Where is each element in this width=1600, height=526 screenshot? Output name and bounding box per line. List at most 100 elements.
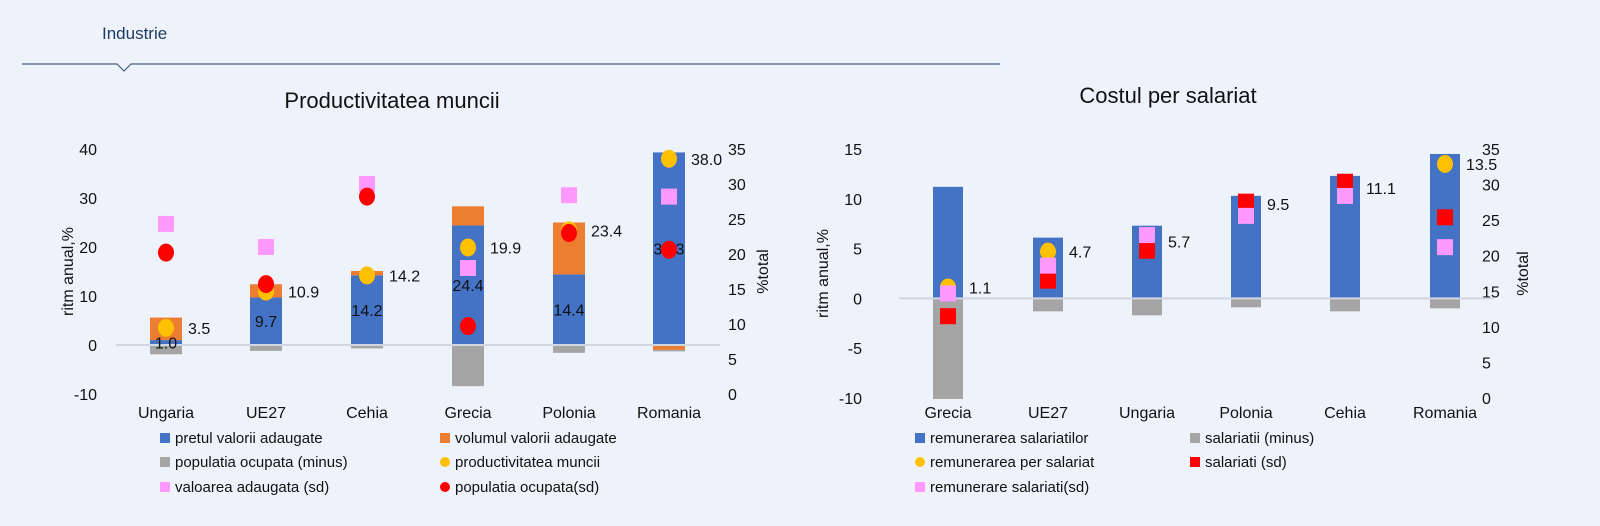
bar-populatia-ocupata-minus-	[351, 345, 383, 349]
y2-tick-label: 0	[1482, 391, 1491, 408]
point-remunerare-salariati-sd-	[1337, 187, 1353, 204]
y-tick-label: 30	[79, 191, 97, 208]
point-populatia-ocupata-sd-	[258, 275, 274, 294]
y2-tick-label: 35	[1482, 142, 1500, 159]
category-label: UE27	[1028, 405, 1068, 422]
legend-marker	[160, 433, 170, 443]
point-remunerare-salariati-sd-	[1040, 257, 1056, 274]
bar-pretul-valorii-adaugate	[250, 297, 282, 345]
legend-label: productivitatea muncii	[455, 454, 600, 471]
y2-tick-label: 15	[728, 282, 746, 299]
bar-value-label: 14.2	[351, 303, 382, 320]
bar-volumul-valorii-adaugate	[653, 345, 685, 350]
category-label: Polonia	[1219, 405, 1272, 422]
legend-item: volumul valorii adaugate	[440, 430, 617, 447]
legend-marker	[160, 457, 170, 467]
bar-volumul-valorii-adaugate	[452, 206, 484, 226]
legend-label: volumul valorii adaugate	[455, 430, 617, 447]
point-salariati-sd-	[1040, 272, 1056, 289]
y2-tick-label: 30	[728, 177, 746, 194]
legend-marker	[1190, 433, 1200, 443]
point-productivitatea-muncii	[460, 238, 476, 257]
legend-marker	[915, 457, 925, 467]
legend-marker	[915, 433, 925, 443]
y-tick-label: 0	[88, 338, 97, 355]
bar-salariatii-minus-	[1231, 298, 1261, 308]
y-axis-label: ritm anual,%	[60, 227, 77, 316]
y-tick-label: 0	[853, 291, 862, 308]
point-remunerarea-per-salariat	[1437, 154, 1453, 173]
y-tick-label: 15	[844, 142, 862, 159]
legend-label: remunerarea per salariat	[930, 454, 1095, 471]
y2-tick-label: 20	[728, 247, 746, 264]
y-tick-label: 20	[79, 240, 97, 257]
point-populatia-ocupata-sd-	[158, 243, 174, 262]
point-remunerare-salariati-sd-	[1139, 227, 1155, 244]
y2-axis-label: %total	[1515, 251, 1532, 295]
legend-label: remunerare salariati(sd)	[930, 479, 1089, 496]
legend-label: populatia ocupata (minus)	[175, 454, 348, 471]
point-value-label: 9.5	[1267, 197, 1289, 214]
legend-item: populatia ocupata (minus)	[160, 454, 348, 471]
point-populatia-ocupata-sd-	[460, 317, 476, 336]
point-value-label: 38.0	[691, 152, 722, 169]
legend-marker	[1190, 457, 1200, 467]
y-tick-label: -5	[848, 341, 862, 358]
bar-pretul-valorii-adaugate	[553, 274, 585, 345]
legend-marker	[440, 433, 450, 443]
point-value-label: 11.1	[1366, 181, 1396, 198]
y-tick-label: -10	[74, 387, 97, 404]
y-tick-label: 10	[844, 192, 862, 209]
bar-salariatii-minus-	[1132, 298, 1162, 316]
point-valoarea-adaugata-sd-	[158, 215, 174, 232]
point-valoarea-adaugata-sd-	[258, 239, 274, 255]
legend-item: salariatii (minus)	[1190, 430, 1314, 447]
point-value-label: 1.1	[969, 280, 991, 297]
bar-populatia-ocupata-minus-	[150, 345, 182, 355]
point-valoarea-adaugata-sd-	[359, 176, 375, 192]
point-populatia-ocupata-sd-	[359, 187, 375, 206]
category-label: Romania	[1413, 405, 1477, 422]
legend-label: salariatii (minus)	[1205, 430, 1314, 447]
header-divider	[22, 63, 1000, 72]
point-value-label: 10.9	[288, 285, 319, 302]
bar-salariatii-minus-	[1033, 298, 1063, 312]
point-remunerare-salariati-sd-	[940, 285, 956, 302]
point-remunerare-salariati-sd-	[1238, 207, 1254, 224]
legend-item: pretul valorii adaugate	[160, 430, 323, 447]
category-label: Ungaria	[138, 405, 194, 422]
point-value-label: 14.2	[389, 268, 420, 285]
legend-item: populatia ocupata(sd)	[440, 479, 599, 496]
point-remunerare-salariati-sd-	[1437, 239, 1453, 256]
y2-tick-label: 10	[728, 317, 746, 334]
category-label: Grecia	[444, 405, 491, 422]
y-tick-label: -10	[839, 391, 862, 408]
legend-label: populatia ocupata(sd)	[455, 479, 599, 496]
point-value-label: 3.5	[188, 321, 210, 338]
y2-tick-label: 25	[728, 212, 746, 229]
point-salariati-sd-	[1437, 209, 1453, 226]
chart-1: Productivitatea muncii 40 30 20 10 0 -10 35 30 25…	[60, 88, 772, 496]
bar-populatia-ocupata-minus-	[250, 345, 282, 351]
point-salariati-sd-	[940, 308, 956, 325]
bar-pretul-valorii-adaugate	[351, 275, 383, 345]
category-label: Ungaria	[1119, 405, 1175, 422]
y2-tick-label: 20	[1482, 249, 1500, 266]
bar-salariatii-minus-	[1330, 298, 1360, 312]
point-value-label: 13.5	[1466, 157, 1497, 174]
legend-item: productivitatea muncii	[440, 454, 600, 471]
bar-value-label: 24.4	[452, 278, 483, 295]
y2-axis-label: %total	[755, 249, 772, 293]
y2-tick-label: 0	[728, 387, 737, 404]
y2-tick-label: 5	[1482, 355, 1491, 372]
legend-item: remunerarea per salariat	[915, 454, 1095, 471]
y2-tick-label: 35	[728, 142, 746, 159]
y2-tick-label: 10	[1482, 320, 1500, 337]
bar-populatia-ocupata-minus-	[553, 345, 585, 353]
category-label: Cehia	[346, 405, 388, 422]
bar-value-label: 1.0	[155, 336, 177, 353]
bar-populatia-ocupata-minus-	[452, 345, 484, 387]
point-valoarea-adaugata-sd-	[661, 188, 677, 205]
chart-title: Productivitatea muncii	[284, 88, 499, 113]
